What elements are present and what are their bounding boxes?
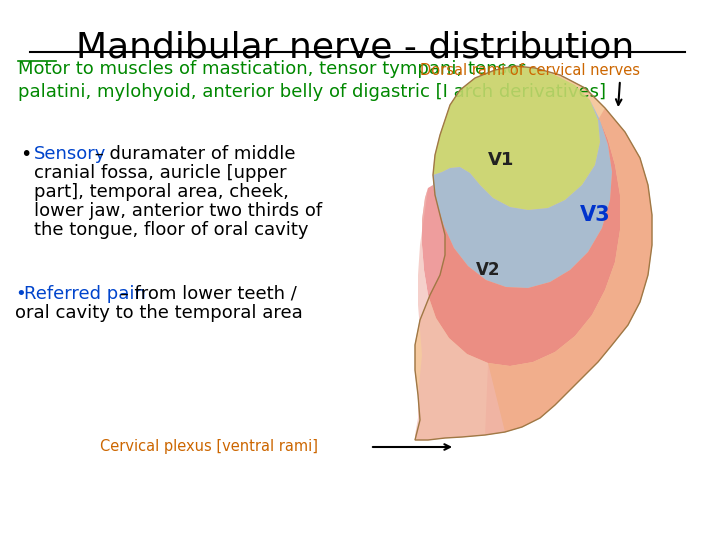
PathPatch shape bbox=[415, 188, 505, 440]
Text: – duramater of middle: – duramater of middle bbox=[89, 145, 295, 163]
Text: part], temporal area, cheek,: part], temporal area, cheek, bbox=[34, 183, 289, 201]
PathPatch shape bbox=[415, 66, 652, 440]
Text: oral cavity to the temporal area: oral cavity to the temporal area bbox=[15, 304, 302, 322]
PathPatch shape bbox=[433, 66, 600, 210]
Text: the tongue, floor of oral cavity: the tongue, floor of oral cavity bbox=[34, 221, 308, 239]
PathPatch shape bbox=[485, 108, 652, 435]
Text: V2: V2 bbox=[476, 261, 500, 279]
Text: Mandibular nerve - distribution: Mandibular nerve - distribution bbox=[76, 30, 634, 64]
Text: Sensory: Sensory bbox=[34, 145, 107, 163]
Text: Referred pain: Referred pain bbox=[24, 285, 146, 303]
PathPatch shape bbox=[433, 100, 612, 288]
Text: lower jaw, anterior two thirds of: lower jaw, anterior two thirds of bbox=[34, 202, 322, 220]
Text: V3: V3 bbox=[580, 205, 611, 225]
Text: •: • bbox=[20, 145, 32, 164]
PathPatch shape bbox=[422, 120, 620, 366]
Text: – from lower teeth /: – from lower teeth / bbox=[114, 285, 297, 303]
Text: Motor to muscles of mastication, tensor tympani, tensor
palatini, mylohyoid, ant: Motor to muscles of mastication, tensor … bbox=[18, 60, 606, 101]
Text: Cervical plexus [ventral rami]: Cervical plexus [ventral rami] bbox=[100, 440, 318, 455]
Text: Dorsal rami of cervical nerves: Dorsal rami of cervical nerves bbox=[420, 63, 640, 78]
Text: •: • bbox=[15, 285, 26, 303]
Text: cranial fossa, auricle [upper: cranial fossa, auricle [upper bbox=[34, 164, 287, 182]
Text: V1: V1 bbox=[488, 151, 514, 169]
